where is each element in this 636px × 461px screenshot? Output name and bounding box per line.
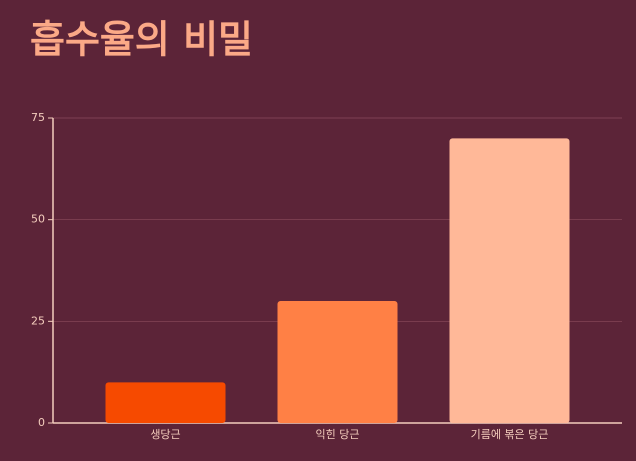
x-tick-label: 익힌 당근 — [316, 428, 360, 441]
y-tick-label: 25 — [31, 314, 45, 327]
y-tick-label: 75 — [31, 111, 45, 124]
y-tick-label: 50 — [31, 213, 45, 226]
bar — [105, 382, 226, 423]
x-tick-label: 생당근 — [150, 428, 180, 441]
y-tick-label: 0 — [38, 416, 45, 429]
chart-title: 흡수율의 비밀 — [30, 18, 253, 62]
bar — [449, 138, 570, 424]
bar — [277, 301, 398, 423]
x-tick-label: 기름에 볶은 당근 — [471, 428, 549, 441]
